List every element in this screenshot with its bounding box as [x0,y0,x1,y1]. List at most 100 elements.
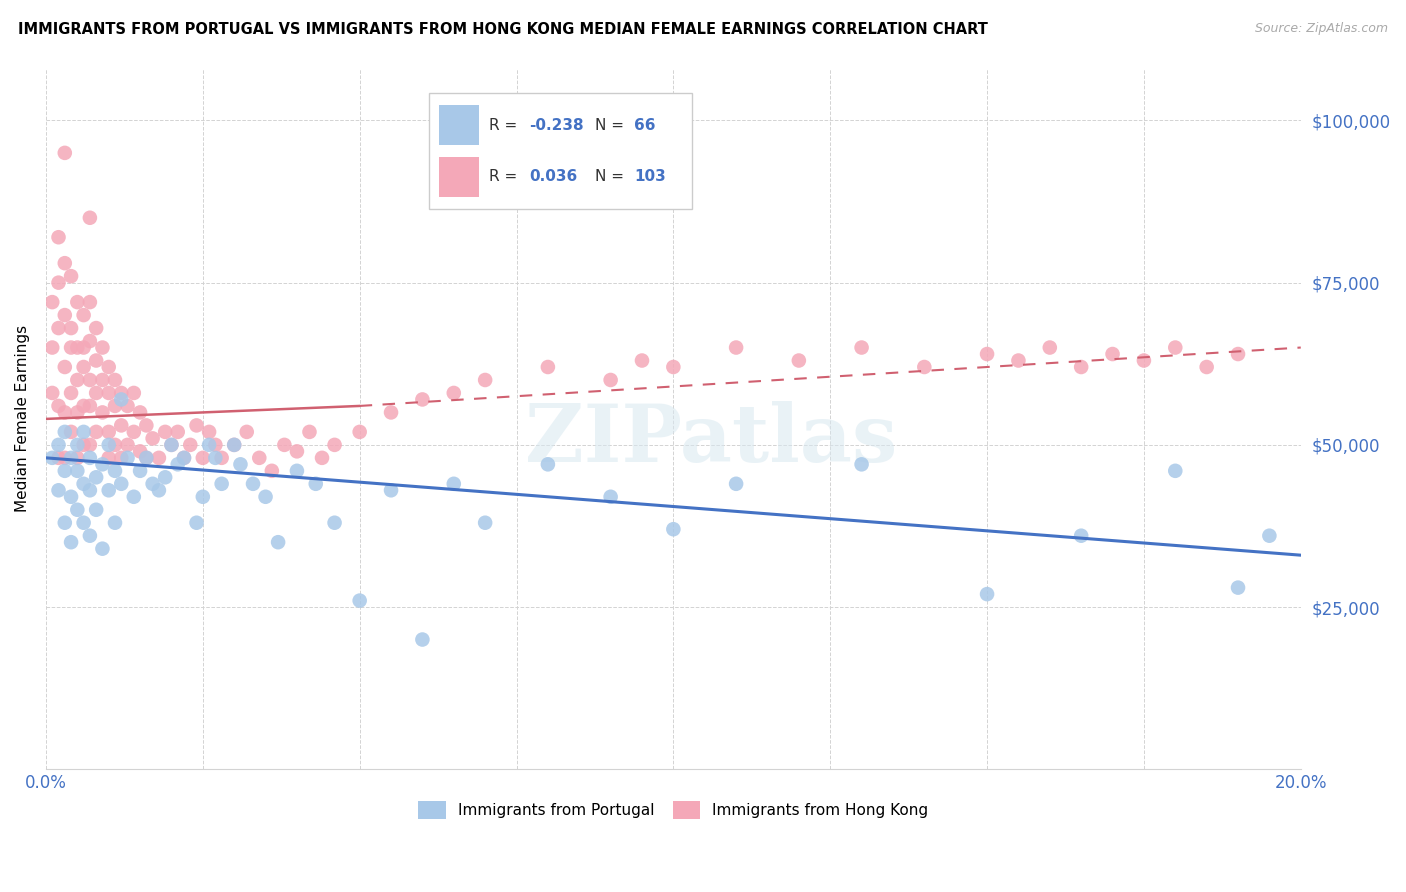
Point [191,450,214,465]
Point [48,450,70,465]
Point [323,516,346,530]
Text: ZIPatlas: ZIPatlas [524,401,897,479]
Point [311,450,333,465]
Point [851,458,873,472]
Point [186,516,208,530]
Point [53,308,76,322]
Point [41,341,63,355]
Point [72,341,94,355]
Point [66,450,89,465]
Point [60,425,83,439]
Point [60,321,83,335]
Point [148,450,170,465]
Point [60,341,83,355]
Point [1133,353,1156,368]
Point [91,341,114,355]
Point [97,425,120,439]
Point [41,386,63,401]
Point [380,483,402,498]
Point [160,438,183,452]
Point [72,308,94,322]
Point [1070,359,1092,374]
Point [66,438,89,452]
Point [104,373,127,387]
Point [211,476,233,491]
Point [148,483,170,498]
Point [104,399,127,413]
Point [97,483,120,498]
Point [537,359,560,374]
Point [349,593,371,607]
Point [117,438,139,452]
Point [443,386,465,401]
Point [66,405,89,419]
Point [242,476,264,491]
Point [60,269,83,284]
Point [1039,341,1062,355]
Point [443,476,465,491]
Point [204,438,226,452]
Point [97,359,120,374]
Point [104,516,127,530]
Point [599,490,621,504]
Point [122,425,145,439]
Point [84,425,107,439]
Point [110,386,132,401]
Point [1164,341,1187,355]
Point [851,341,873,355]
Point [323,438,346,452]
Point [1101,347,1123,361]
Point [260,464,283,478]
Point [298,425,321,439]
Point [53,425,76,439]
Point [110,450,132,465]
Point [135,418,157,433]
Point [110,418,132,433]
Point [537,458,560,472]
Point [267,535,290,549]
Point [129,464,152,478]
Point [1007,353,1029,368]
Point [72,399,94,413]
Point [53,145,76,160]
Point [305,476,328,491]
Point [79,450,101,465]
Point [97,386,120,401]
Point [1164,464,1187,478]
Point [60,386,83,401]
Y-axis label: Median Female Earnings: Median Female Earnings [15,326,30,513]
Point [104,464,127,478]
Point [79,483,101,498]
Point [273,438,295,452]
Point [411,632,433,647]
Point [72,516,94,530]
Point [976,587,998,601]
Point [224,438,246,452]
Point [60,490,83,504]
Point [349,425,371,439]
Point [211,450,233,465]
Point [84,470,107,484]
Point [48,483,70,498]
Point [84,502,107,516]
Point [41,450,63,465]
Point [66,295,89,310]
Point [247,450,270,465]
Point [48,399,70,413]
Point [135,450,157,465]
Point [129,405,152,419]
Point [725,341,748,355]
Point [787,353,810,368]
Point [48,321,70,335]
Point [91,541,114,556]
Point [122,490,145,504]
Point [173,450,195,465]
Point [48,276,70,290]
Point [142,431,165,445]
Point [66,464,89,478]
Point [72,476,94,491]
Point [97,438,120,452]
Point [91,405,114,419]
Point [725,476,748,491]
Point [186,418,208,433]
